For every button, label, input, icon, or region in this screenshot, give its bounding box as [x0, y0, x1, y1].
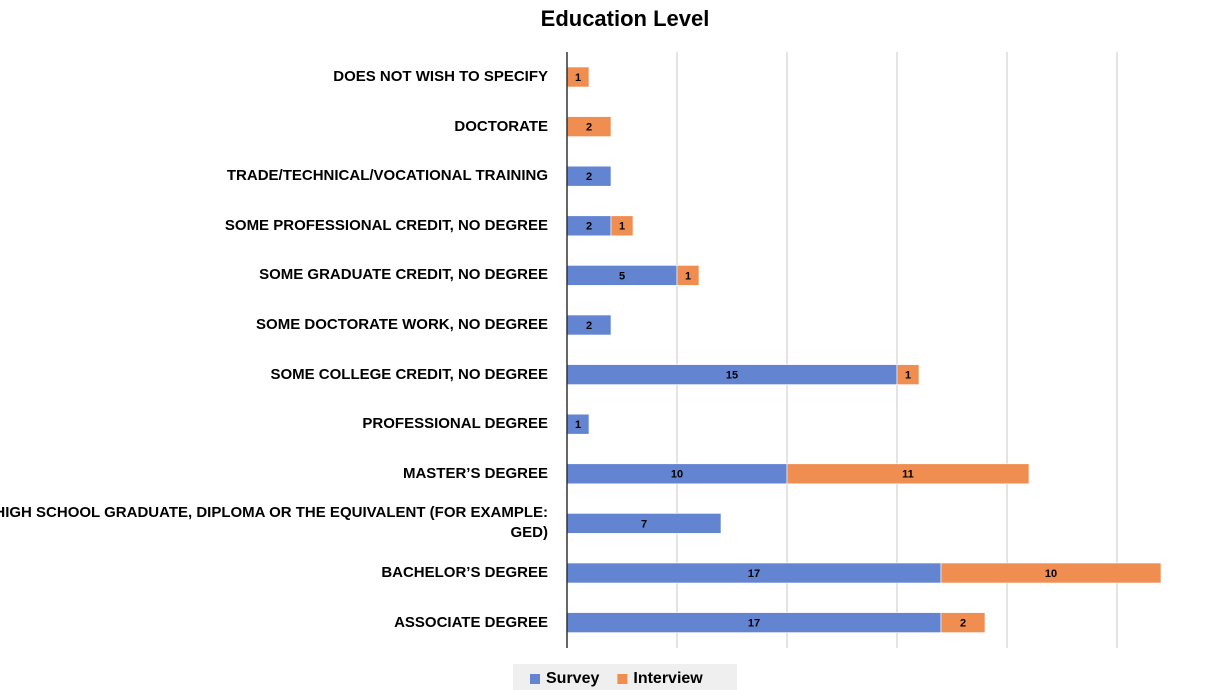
y-tick-label: PROFESSIONAL DEGREE — [362, 415, 548, 433]
legend-swatch — [530, 674, 540, 684]
y-tick-label: BACHELOR’S DEGREE — [381, 564, 548, 581]
y-tick-label: SOME COLLEGE CREDIT, NO DEGREE — [270, 365, 548, 383]
data-label: 5 — [619, 270, 625, 282]
y-tick-label: MASTER’S DEGREE — [402, 464, 548, 482]
data-label: 1 — [575, 419, 581, 431]
data-label: 2 — [586, 122, 592, 134]
data-label: 2 — [960, 618, 966, 630]
y-tick-label: SOME DOCTORATE WORK, NO DEGREE — [256, 316, 548, 333]
data-label: 1 — [685, 270, 691, 282]
y-tick-label: HIGH SCHOOL GRADUATE, DIPLOMA OR THE EQU… — [0, 504, 548, 542]
bar — [896, 364, 920, 385]
data-label: 1 — [575, 72, 581, 84]
data-label: 17 — [748, 568, 760, 580]
data-label: 7 — [641, 518, 647, 530]
bar — [940, 612, 986, 633]
bar — [676, 265, 700, 286]
bar — [940, 562, 1162, 584]
data-label: 17 — [748, 618, 760, 630]
y-tick-label: DOES NOT WISH TO SPECIFY — [333, 68, 548, 85]
y-tick-label: TRADE/TECHNICAL/VOCATIONAL TRAINING — [226, 167, 548, 185]
legend-label: Interview — [633, 670, 703, 687]
data-label: 2 — [586, 320, 592, 332]
chart-title: Education Level — [541, 6, 710, 31]
y-tick-label: DOCTORATE — [454, 117, 548, 135]
data-label: 10 — [1045, 568, 1057, 580]
bar — [786, 463, 1030, 485]
data-label: 2 — [586, 171, 592, 183]
data-label: 11 — [902, 469, 914, 481]
y-tick-label: ASSOCIATE DEGREE — [394, 613, 548, 631]
legend-swatch — [617, 674, 628, 684]
data-label: 1 — [619, 221, 625, 233]
data-label: 2 — [586, 221, 592, 233]
legend-label: Survey — [546, 670, 599, 687]
bar — [610, 215, 634, 237]
data-label: 10 — [671, 469, 683, 481]
y-tick-label: SOME PROFESSIONAL CREDIT, NO DEGREE — [224, 216, 548, 234]
data-label: 15 — [726, 370, 738, 382]
y-tick-label: SOME GRADUATE CREDIT, NO DEGREE — [259, 266, 548, 284]
data-label: 1 — [905, 370, 911, 382]
